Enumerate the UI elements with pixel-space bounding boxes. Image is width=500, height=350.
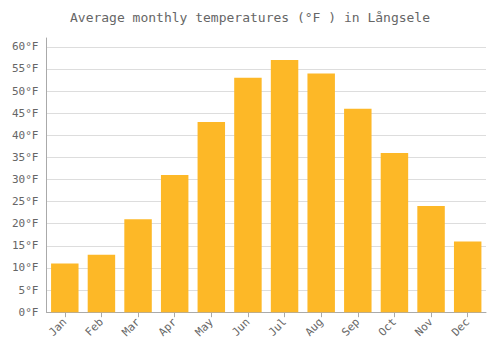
svg-text:60°F: 60°F [12,40,39,53]
svg-text:30°F: 30°F [12,173,39,186]
svg-text:Nov: Nov [412,315,435,338]
svg-text:0°F: 0°F [19,306,39,319]
svg-text:Jan: Jan [46,316,69,339]
svg-text:Average monthly temperatures (: Average monthly temperatures (°F ) in Lå… [70,10,430,25]
svg-text:15°F: 15°F [12,239,39,252]
svg-text:May: May [193,315,216,338]
svg-text:Sep: Sep [339,316,362,339]
svg-text:40°F: 40°F [12,129,39,142]
svg-text:Feb: Feb [83,316,106,339]
svg-text:45°F: 45°F [12,107,39,120]
svg-text:55°F: 55°F [12,62,39,75]
svg-text:5°F: 5°F [19,284,39,297]
svg-text:25°F: 25°F [12,195,39,208]
svg-text:Jun: Jun [229,316,252,339]
svg-text:20°F: 20°F [12,217,39,230]
svg-text:Dec: Dec [449,316,472,339]
svg-text:Mar: Mar [119,315,142,338]
svg-text:Apr: Apr [156,315,179,338]
svg-text:Aug: Aug [303,316,326,339]
svg-text:Oct: Oct [376,316,399,339]
svg-text:50°F: 50°F [12,85,39,98]
svg-text:35°F: 35°F [12,151,39,164]
svg-text:Jul: Jul [266,316,289,339]
svg-text:10°F: 10°F [12,261,39,274]
